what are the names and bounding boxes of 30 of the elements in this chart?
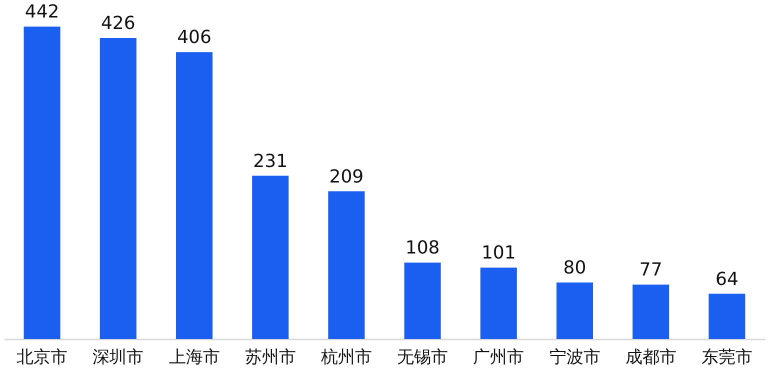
bar <box>328 191 365 339</box>
x-tick-label: 北京市 <box>16 348 68 368</box>
x-tick-label: 广州市 <box>473 348 524 368</box>
data-label: 80 <box>563 257 586 278</box>
data-label: 209 <box>329 166 364 188</box>
bar <box>100 38 136 339</box>
data-label: 108 <box>405 238 440 259</box>
bar <box>176 52 213 339</box>
bar <box>24 26 60 339</box>
bar <box>480 268 517 339</box>
x-tick-label: 宁波市 <box>549 348 600 368</box>
data-label: 426 <box>100 12 136 34</box>
bar <box>404 262 441 339</box>
bar <box>708 294 746 339</box>
bar <box>252 176 289 339</box>
x-tick-label: 苏州市 <box>244 348 296 368</box>
bar <box>632 284 670 339</box>
data-label: 442 <box>24 2 60 23</box>
data-label: 231 <box>253 150 288 172</box>
x-tick-label: 无锡市 <box>397 348 448 368</box>
data-label: 406 <box>177 27 212 48</box>
x-tick-label: 深圳市 <box>92 348 144 368</box>
bar <box>556 282 594 339</box>
x-tick-label: 上海市 <box>168 348 220 368</box>
data-label: 64 <box>715 268 738 290</box>
x-tick-label: 杭州市 <box>320 348 372 368</box>
x-tick-label: 东莞市 <box>701 348 752 368</box>
data-label: 77 <box>639 260 662 281</box>
x-tick-label: 成都市 <box>625 348 676 368</box>
data-label: 101 <box>481 242 516 264</box>
